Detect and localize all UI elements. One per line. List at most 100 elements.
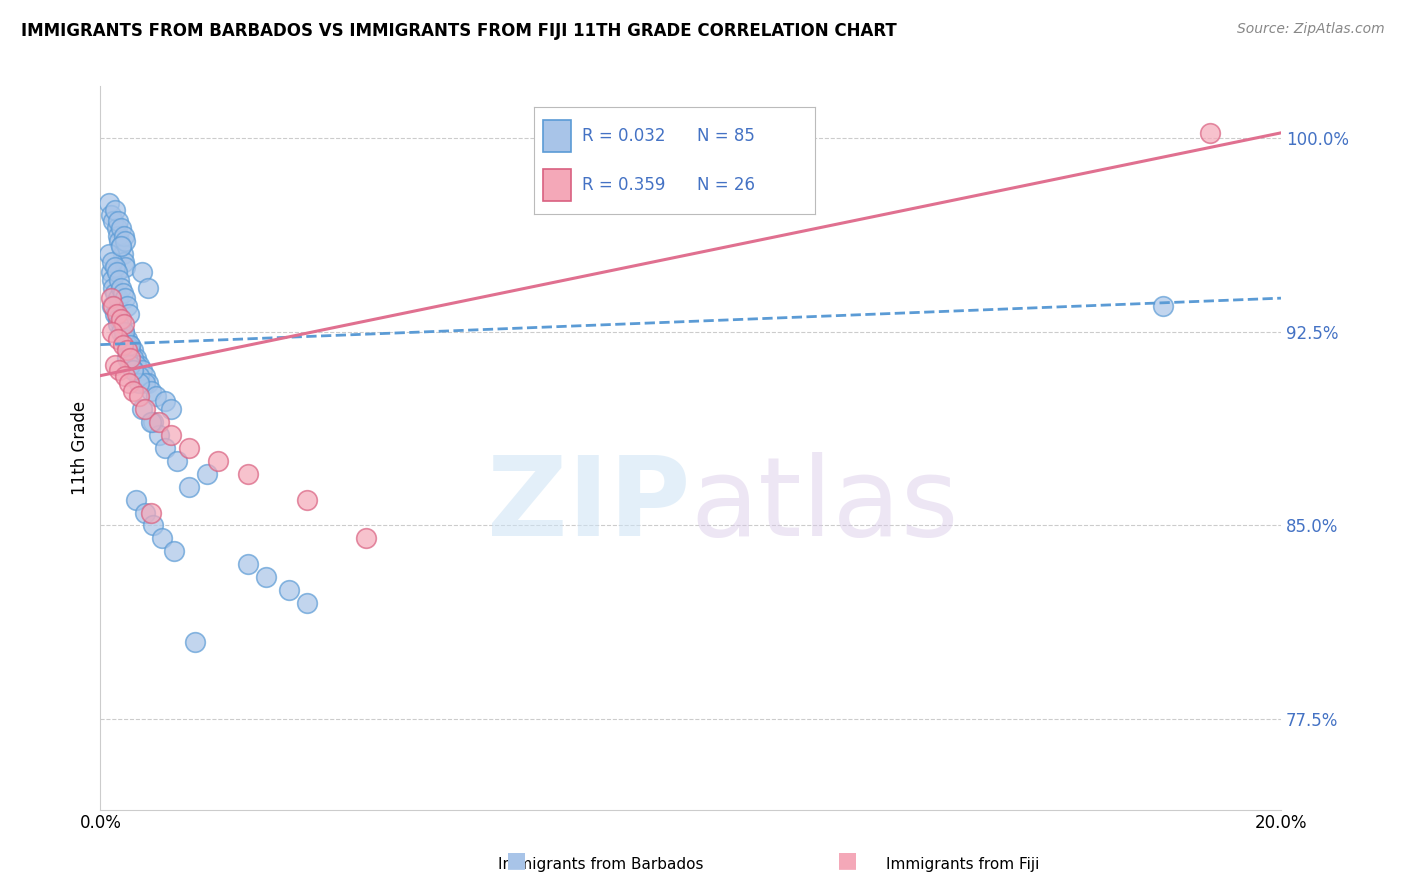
Point xyxy=(236,467,259,481)
Point xyxy=(118,337,141,351)
Point xyxy=(108,235,131,249)
Text: ZIP: ZIP xyxy=(488,452,690,559)
Point xyxy=(111,247,134,261)
Point xyxy=(111,285,134,300)
Bar xyxy=(543,169,571,202)
Point xyxy=(114,368,136,383)
Point xyxy=(134,506,156,520)
Point xyxy=(110,239,132,253)
Point xyxy=(121,351,143,365)
Point xyxy=(118,359,141,373)
Point xyxy=(104,260,127,275)
Text: N = 26: N = 26 xyxy=(697,177,755,194)
Point xyxy=(100,265,122,279)
Point xyxy=(112,325,135,339)
Point xyxy=(118,343,141,357)
Point xyxy=(118,376,141,391)
Point xyxy=(98,247,121,261)
Point xyxy=(125,351,148,365)
Point xyxy=(139,415,162,429)
Point xyxy=(103,299,125,313)
Point xyxy=(105,221,128,235)
Point xyxy=(142,518,165,533)
Point xyxy=(112,255,135,269)
Point xyxy=(121,363,143,377)
Point xyxy=(107,311,129,326)
Point xyxy=(110,221,132,235)
Point xyxy=(177,480,200,494)
Point xyxy=(207,454,229,468)
Point xyxy=(118,307,141,321)
Point xyxy=(105,265,128,279)
Point xyxy=(108,273,131,287)
Point xyxy=(134,402,156,417)
Point xyxy=(115,337,138,351)
Text: ■: ■ xyxy=(506,851,527,871)
Text: Immigrants from Fiji: Immigrants from Fiji xyxy=(886,857,1039,872)
Point xyxy=(236,557,259,571)
Point xyxy=(134,368,156,383)
Point xyxy=(295,596,318,610)
Point xyxy=(254,570,277,584)
Point xyxy=(354,532,377,546)
Point xyxy=(160,402,183,417)
Point xyxy=(112,229,135,244)
Point xyxy=(139,384,162,398)
Point xyxy=(115,351,138,365)
Point xyxy=(98,195,121,210)
Point xyxy=(139,506,162,520)
Point xyxy=(295,492,318,507)
Point xyxy=(177,441,200,455)
Point xyxy=(155,394,177,409)
Point xyxy=(110,317,132,331)
Point xyxy=(136,376,159,391)
Point xyxy=(148,415,170,429)
Text: N = 85: N = 85 xyxy=(697,127,755,145)
Point xyxy=(107,333,129,347)
Text: ■: ■ xyxy=(837,851,858,871)
Point xyxy=(110,325,132,339)
Point xyxy=(136,281,159,295)
Point xyxy=(128,376,150,391)
Point xyxy=(184,634,207,648)
Point xyxy=(118,351,141,365)
Point xyxy=(101,299,124,313)
Text: IMMIGRANTS FROM BARBADOS VS IMMIGRANTS FROM FIJI 11TH GRADE CORRELATION CHART: IMMIGRANTS FROM BARBADOS VS IMMIGRANTS F… xyxy=(21,22,897,40)
Point xyxy=(155,441,177,455)
Point xyxy=(1199,126,1222,140)
Point xyxy=(121,343,143,357)
Point xyxy=(131,265,153,279)
Point xyxy=(107,213,129,227)
Point xyxy=(111,337,134,351)
Point xyxy=(115,333,138,347)
Point xyxy=(101,255,124,269)
Point xyxy=(125,359,148,373)
Point xyxy=(114,260,136,275)
Point xyxy=(105,307,128,321)
Point xyxy=(145,389,167,403)
Point xyxy=(134,376,156,391)
Point xyxy=(112,333,135,347)
Text: R = 0.032: R = 0.032 xyxy=(582,127,665,145)
Point xyxy=(115,343,138,357)
Point xyxy=(100,291,122,305)
Point xyxy=(195,467,218,481)
Point xyxy=(163,544,186,558)
Point xyxy=(112,325,135,339)
Point xyxy=(115,299,138,313)
Point xyxy=(166,454,188,468)
Point xyxy=(142,415,165,429)
Point xyxy=(121,363,143,377)
Point xyxy=(104,285,127,300)
Point xyxy=(121,384,143,398)
Point xyxy=(114,291,136,305)
Point xyxy=(131,363,153,377)
Point xyxy=(110,311,132,326)
Point xyxy=(104,359,127,373)
Point xyxy=(107,291,129,305)
Text: Immigrants from Barbados: Immigrants from Barbados xyxy=(498,857,703,872)
Point xyxy=(101,325,124,339)
Point xyxy=(114,235,136,249)
Point xyxy=(150,532,173,546)
Text: R = 0.359: R = 0.359 xyxy=(582,177,665,194)
